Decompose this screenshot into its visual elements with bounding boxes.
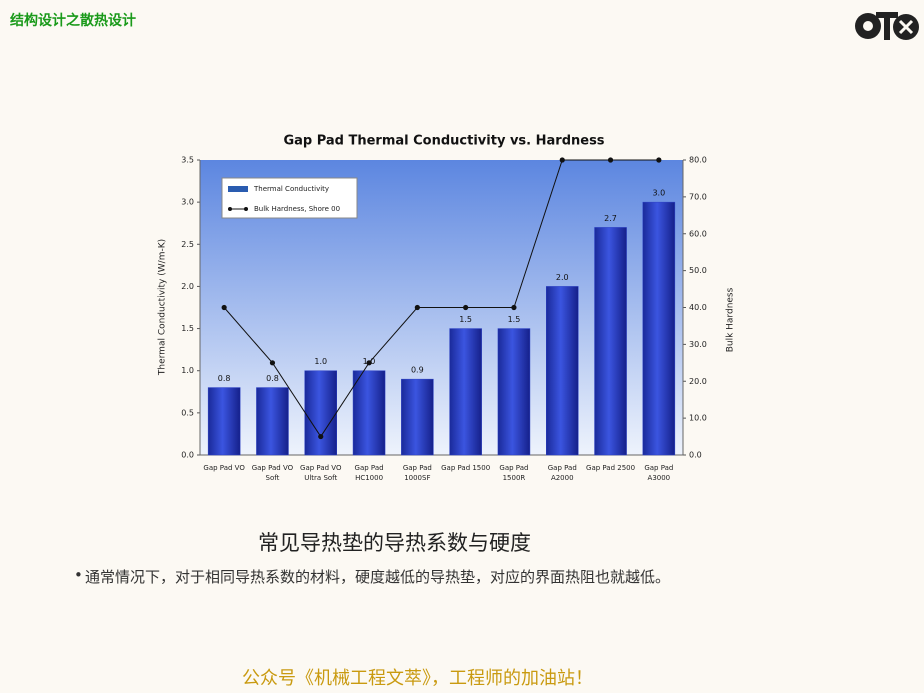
x-tick-label: Gap Pad HC1000 [354, 464, 384, 482]
value-label: 0.8 [266, 374, 279, 383]
x-tick-label: Gap Pad A2000 [547, 464, 577, 482]
hardness-point [559, 157, 565, 163]
x-tick-label: Gap Pad 1500R [499, 464, 529, 482]
y2-tick-label: 30.0 [689, 340, 707, 349]
hardness-point [366, 360, 372, 366]
y-tick-label: 2.5 [181, 240, 194, 249]
bar [594, 227, 627, 456]
bar [642, 201, 676, 456]
y2-tick-label: 20.0 [689, 377, 707, 386]
bar [401, 378, 434, 456]
value-label: 2.7 [604, 214, 617, 223]
y2-tick-label: 40.0 [689, 303, 707, 312]
value-label: 1.0 [314, 357, 327, 366]
footer: 公众号《机械工程文萃》，工程师的加油站！ [242, 668, 593, 689]
bullet-dot: • [74, 566, 83, 584]
legend-dot [228, 207, 232, 211]
x-tick-label: Gap Pad VO Soft [251, 464, 294, 482]
y-axis-label: Thermal Conductivity (W/m-K) [158, 239, 168, 376]
value-label: 0.8 [218, 374, 231, 383]
value-label: 1.5 [508, 315, 521, 324]
y-tick-label: 3.0 [181, 198, 194, 207]
y2-tick-label: 0.0 [689, 451, 702, 460]
bar [207, 387, 241, 456]
value-label: 0.9 [411, 366, 424, 375]
y-tick-label: 1.0 [181, 366, 194, 375]
hardness-point [656, 157, 662, 163]
hardness-line [223, 159, 659, 438]
y-tick-label: 3.5 [181, 156, 194, 165]
hardness-point [511, 304, 517, 311]
hardness-point [463, 304, 469, 311]
bar [304, 370, 337, 456]
legend-swatch [228, 186, 248, 192]
bar [352, 370, 386, 456]
hardness-point [607, 157, 614, 163]
caption: 常见导热垫的导热系数与硬度 [258, 531, 531, 555]
x-tick-label: Gap Pad 1500 [441, 464, 491, 472]
hardness-point [414, 304, 420, 311]
x-tick-label: Gap Pad 2500 [586, 464, 636, 472]
bar [449, 328, 482, 456]
legend-dot [244, 207, 248, 211]
value-label: 2.0 [556, 273, 569, 282]
chart-title: Gap Pad Thermal Conductivity vs. Hardnes… [283, 134, 604, 149]
y2-tick-label: 70.0 [689, 192, 707, 201]
hardness-point [269, 360, 276, 366]
bullet-text: 通常情况下，对于相同导热系数的材料，硬度越低的导热垫，对应的界面热阻也就越低。 [85, 568, 671, 586]
y-tick-label: 0.0 [181, 451, 194, 460]
legend-label: Bulk Hardness, Shore 00 [254, 205, 340, 213]
hardness-point [221, 304, 227, 311]
bar [497, 328, 531, 456]
logo [855, 12, 919, 40]
y-tick-label: 2.0 [181, 282, 194, 291]
y2-tick-label: 10.0 [689, 414, 707, 423]
value-label: 1.5 [459, 315, 472, 324]
value-label: 3.0 [652, 189, 665, 198]
y2-tick-label: 80.0 [689, 156, 707, 165]
x-tick-label: Gap Pad 1000SF [402, 464, 432, 482]
x-tick-label: Gap Pad VO Ultra Soft [300, 464, 342, 482]
bar [546, 286, 579, 456]
bar [256, 387, 289, 456]
header-title: 结构设计之散热设计 [10, 13, 136, 29]
y2-tick-label: 60.0 [689, 229, 707, 238]
hardness-point [318, 433, 324, 440]
x-tick-label: Gap Pad VO [203, 464, 245, 472]
y2-axis-label: Bulk Hardness [726, 287, 736, 352]
x-tick-label: Gap Pad A3000 [644, 464, 674, 482]
y2-tick-label: 50.0 [689, 266, 707, 275]
y-tick-label: 0.5 [181, 408, 194, 417]
legend-label: Thermal Conductivity [253, 185, 329, 193]
y-tick-label: 1.5 [181, 324, 194, 333]
legend-box [221, 177, 358, 219]
